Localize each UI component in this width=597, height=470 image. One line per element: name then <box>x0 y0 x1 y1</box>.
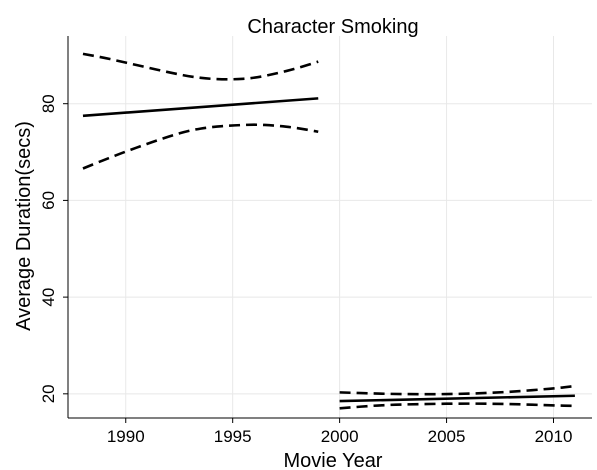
y-tick-label: 60 <box>39 191 58 210</box>
axes: 1990 1995 2000 2005 2010 20 40 60 80 <box>39 36 592 446</box>
series-group <box>82 52 576 410</box>
x-axis-label: Movie Year <box>284 450 383 470</box>
confidence-band-line <box>339 384 576 396</box>
x-tick-label: 2010 <box>535 427 573 446</box>
y-axis-label: Average Duration(secs) <box>13 121 35 331</box>
chart-title: Character Smoking <box>247 16 418 38</box>
y-tick-label: 20 <box>39 384 58 403</box>
x-tick-label: 2000 <box>321 427 359 446</box>
fitted-trend-line <box>82 97 319 118</box>
y-tick-label: 80 <box>39 94 58 113</box>
confidence-band-line <box>82 52 319 81</box>
x-tick-label: 1990 <box>107 427 145 446</box>
fitted-trend-line <box>339 394 575 403</box>
confidence-band-line <box>82 123 319 170</box>
x-tick-label: 1995 <box>214 427 252 446</box>
confidence-band-line <box>339 402 576 410</box>
y-tick-label: 40 <box>39 288 58 307</box>
grid <box>68 36 592 418</box>
x-tick-label: 2005 <box>428 427 466 446</box>
